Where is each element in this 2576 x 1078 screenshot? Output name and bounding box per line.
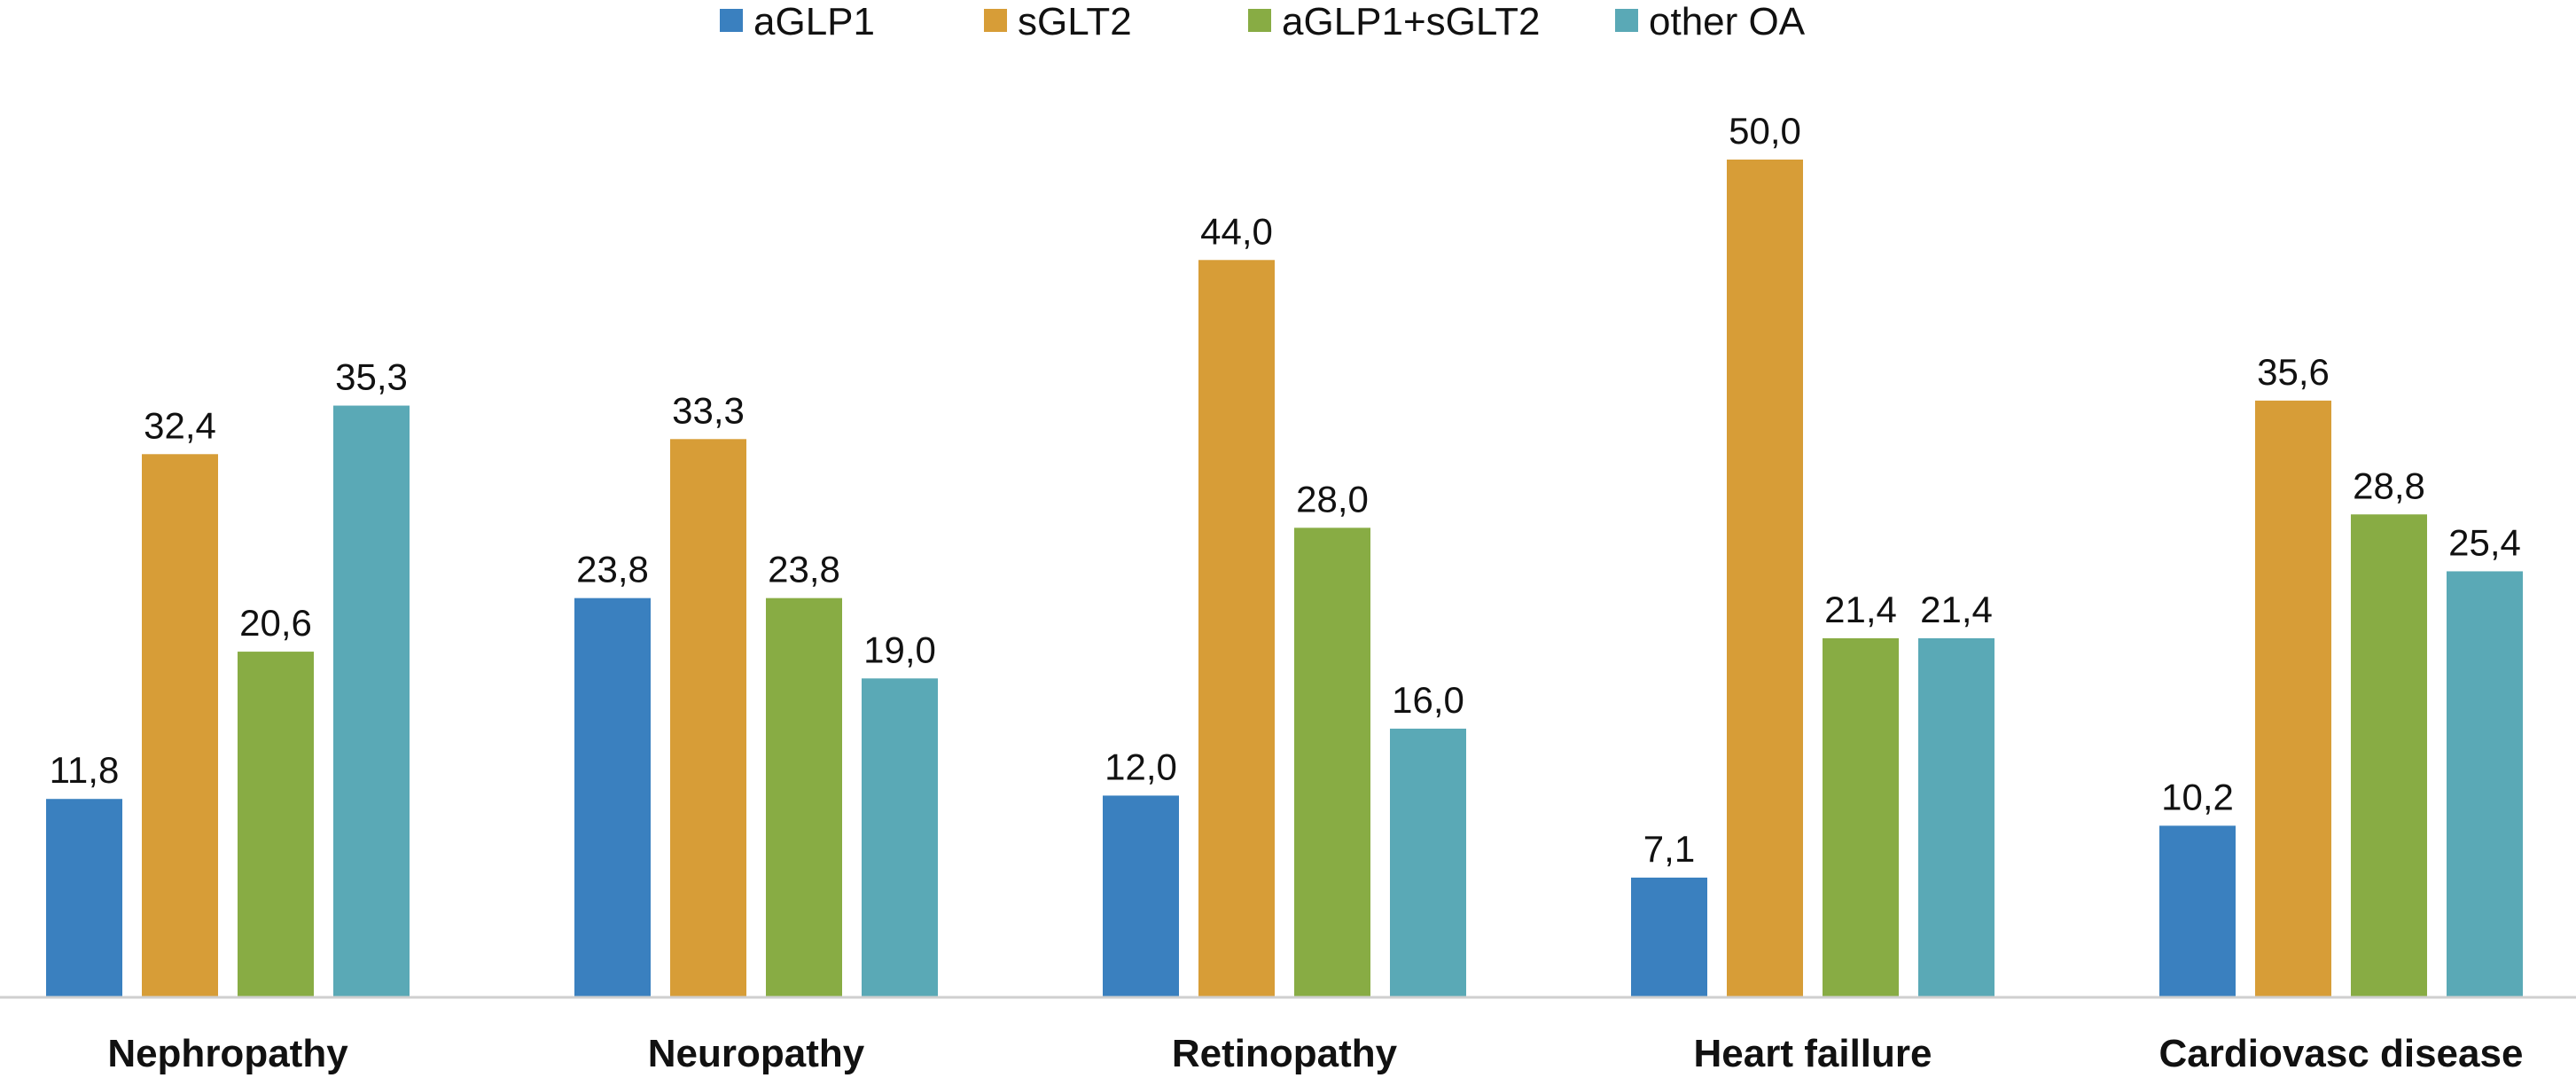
data-label-retinopathy-aglp1: 12,0 [1105,746,1177,787]
legend-label-aglp1-sglt2: aGLP1+sGLT2 [1282,0,1540,43]
data-label-nephropathy-sglt2: 32,4 [144,404,216,446]
data-label-neuropathy-aglp1: 23,8 [576,549,649,590]
data-label-cardiovasc-disease-aglp1: 10,2 [2161,776,2234,817]
legend-label-other-oa: other OA [1649,0,1806,43]
bar-cardiovasc-disease-other-oa [2447,571,2523,996]
data-label-nephropathy-aglp1: 11,8 [50,749,120,791]
x-tick-label-nephropathy: Nephropathy [107,1032,348,1075]
legend-swatch-aglp1 [720,9,743,32]
bar-neuropathy-aglp1 [574,598,651,996]
bar-neuropathy-other-oa [862,678,938,996]
data-label-cardiovasc-disease-aglp1-sglt2: 28,8 [2353,465,2425,506]
legend-swatch-sglt2 [984,9,1007,32]
bar-cardiovasc-disease-sglt2 [2255,400,2331,996]
bar-cardiovasc-disease-aglp1 [2159,825,2236,996]
x-tick-label-retinopathy: Retinopathy [1172,1032,1398,1075]
data-label-retinopathy-sglt2: 44,0 [1200,210,1273,252]
data-label-retinopathy-other-oa: 16,0 [1392,679,1464,721]
legend-swatch-aglp1-sglt2 [1248,9,1271,32]
x-axis-categories: Nephropathy Neuropathy Retinopathy Heart fa… [107,1032,2523,1075]
bar-nephropathy-aglp1-sglt2 [238,652,314,996]
data-label-cardiovasc-disease-sglt2: 35,6 [2257,351,2330,393]
bar-neuropathy-sglt2 [670,439,746,996]
bar-nephropathy-aglp1 [46,799,122,996]
data-label-nephropathy-other-oa: 35,3 [335,356,408,398]
data-label-neuropathy-aglp1-sglt2: 23,8 [768,549,840,590]
legend-label-aglp1: aGLP1 [753,0,875,43]
data-label-nephropathy-aglp1-sglt2: 20,6 [239,602,312,644]
x-tick-label-cardiovasc-disease: Cardiovasc disease [2159,1032,2524,1075]
bar-neuropathy-aglp1-sglt2 [766,598,842,996]
data-label-neuropathy-other-oa: 19,0 [863,629,936,670]
data-label-heart-faillure-sglt2: 50,0 [1729,110,1801,152]
data-label-neuropathy-sglt2: 33,3 [672,389,745,431]
legend-label-sglt2: sGLT2 [1018,0,1132,43]
bar-cardiovasc-disease-aglp1-sglt2 [2351,514,2427,996]
bars [46,160,2523,996]
bar-heart-faillure-aglp1 [1631,877,1707,996]
legend: aGLP1 sGLT2 aGLP1+sGLT2 other OA [720,0,1806,43]
data-label-heart-faillure-other-oa: 21,4 [1920,589,1993,630]
data-label-retinopathy-aglp1-sglt2: 28,0 [1296,478,1369,519]
bar-heart-faillure-other-oa [1918,637,1994,996]
bar-retinopathy-other-oa [1390,728,1466,996]
bar-heart-faillure-aglp1-sglt2 [1823,637,1899,996]
x-tick-label-neuropathy: Neuropathy [648,1032,865,1075]
bar-nephropathy-sglt2 [142,454,218,996]
bar-retinopathy-sglt2 [1198,260,1275,996]
bar-heart-faillure-sglt2 [1727,160,1803,996]
data-label-heart-faillure-aglp1: 7,1 [1643,828,1695,870]
bar-nephropathy-other-oa [333,405,410,996]
value-labels: 11,8 32,4 20,6 35,3 23,8 33,3 23,8 19,0 12,0 44,0… [50,110,2521,870]
bar-retinopathy-aglp1 [1103,795,1179,996]
data-label-heart-faillure-aglp1-sglt2: 21,4 [1824,589,1897,630]
data-label-cardiovasc-disease-other-oa: 25,4 [2448,521,2521,563]
legend-swatch-other-oa [1615,9,1638,32]
x-tick-label-heart-faillure: Heart faillure [1694,1032,1932,1075]
bar-retinopathy-aglp1-sglt2 [1294,527,1370,996]
